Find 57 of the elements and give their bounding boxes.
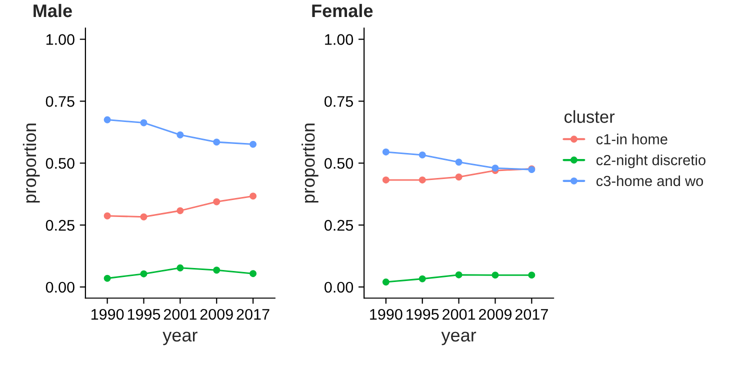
legend-title: cluster (564, 110, 615, 123)
point (176, 131, 184, 138)
y-axis-title: proportion (22, 124, 40, 203)
x-tick-label: 1990 (370, 308, 402, 320)
point (104, 212, 111, 220)
point (492, 164, 499, 172)
y-tick-label: 0.75 (46, 96, 74, 107)
point (213, 138, 220, 146)
point (492, 272, 499, 279)
point (382, 278, 390, 286)
x-tick-label: 2017 (236, 308, 270, 320)
point (140, 213, 148, 220)
point (176, 264, 184, 272)
x-tick-label: 2017 (515, 308, 548, 320)
x-tick-label: 2001 (442, 308, 476, 320)
point (418, 151, 426, 158)
point (140, 119, 148, 126)
y-tick-label: 0.25 (46, 220, 74, 231)
point (213, 266, 220, 274)
point (528, 272, 536, 279)
point (418, 176, 426, 184)
y-tick-label: 0.00 (324, 282, 354, 293)
x-tick-label: 1990 (91, 308, 124, 320)
chart-title: Female (312, 4, 373, 18)
chart-title: Male (34, 4, 72, 18)
point (104, 274, 111, 282)
point (213, 198, 220, 206)
point (140, 270, 148, 278)
point (176, 207, 184, 214)
y-tick-label: 1.00 (46, 34, 74, 45)
x-tick-label: 1995 (406, 308, 439, 320)
y-tick-label: 0.50 (324, 158, 354, 169)
point (250, 270, 257, 278)
legend-label: c1-in home (596, 134, 668, 144)
x-axis-title: year (441, 332, 476, 346)
point (382, 176, 390, 184)
y-tick-label: 0.00 (46, 282, 74, 293)
point (455, 158, 462, 166)
x-tick-label: 1995 (128, 308, 160, 320)
x-tick-label: 2009 (479, 308, 512, 320)
x-axis-title: year (162, 332, 198, 346)
point (455, 174, 462, 180)
x-tick-label: 2001 (164, 308, 196, 320)
legend-label: c3-home and wo (596, 175, 704, 186)
y-tick-label: 0.75 (324, 96, 354, 107)
point (250, 140, 257, 148)
y-tick-label: 0.25 (324, 220, 354, 231)
x-tick-label: 2009 (200, 308, 233, 320)
y-tick-label: 1.00 (325, 34, 354, 45)
point (455, 271, 462, 278)
point (418, 275, 426, 282)
point (382, 148, 390, 156)
y-tick-label: 0.50 (46, 158, 74, 169)
legend-label: c2-night discretio (596, 154, 706, 168)
y-axis-title: proportion (302, 124, 318, 203)
point (250, 192, 257, 200)
point (104, 116, 111, 124)
